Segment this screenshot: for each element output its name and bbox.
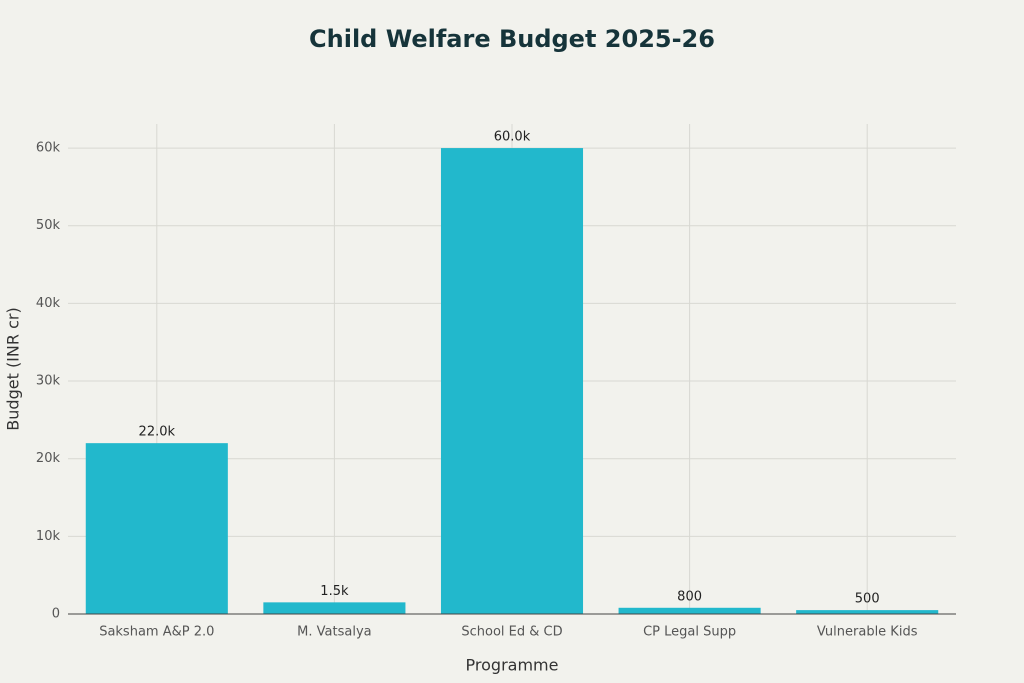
bar [263, 602, 406, 614]
x-tick-label: M. Vatsalya [297, 625, 371, 640]
x-tick-label: CP Legal Supp [643, 625, 736, 640]
x-axis-title: Programme [466, 656, 559, 675]
bar [440, 148, 584, 614]
y-axis-title: Budget (INR cr) [4, 307, 23, 430]
y-tick-label: 10k [36, 529, 61, 544]
value-label: 800 [677, 589, 702, 604]
bar [796, 610, 939, 614]
x-tick-label: School Ed & CD [461, 625, 562, 640]
y-tick-label: 0 [52, 607, 60, 622]
y-tick-label: 40k [36, 296, 61, 311]
value-label: 22.0k [139, 425, 176, 440]
x-tick-label: Vulnerable Kids [817, 625, 918, 640]
bar [618, 607, 761, 614]
chart-title: Child Welfare Budget 2025-26 [309, 25, 715, 53]
y-tick-label: 20k [36, 451, 61, 466]
y-tick-label: 50k [36, 218, 61, 233]
y-tick-label: 30k [36, 374, 61, 389]
value-label: 1.5k [320, 584, 349, 599]
x-tick-label: Saksham A&P 2.0 [99, 625, 214, 640]
value-label: 60.0k [494, 130, 531, 145]
value-label: 500 [855, 592, 880, 607]
bar [85, 443, 228, 614]
y-tick-label: 60k [36, 141, 61, 156]
